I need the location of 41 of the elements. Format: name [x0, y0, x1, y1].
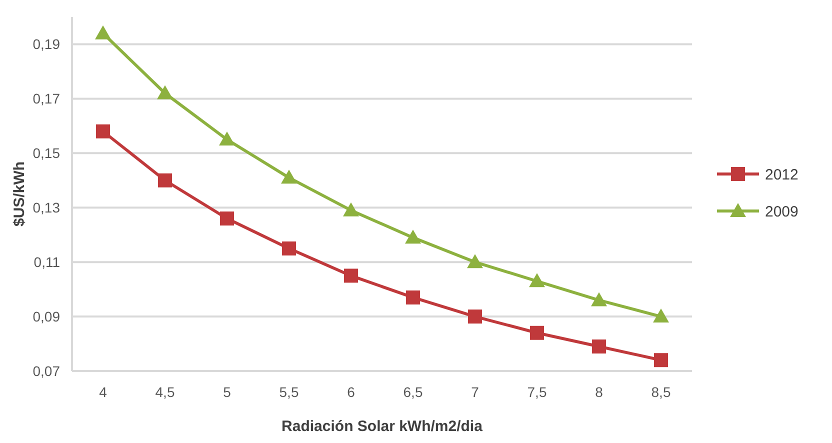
point	[96, 124, 110, 138]
x-tick-label: 8	[595, 384, 604, 400]
point	[157, 85, 173, 100]
x-axis-title: Radiación Solar kWh/m2/dia	[282, 418, 484, 435]
x-tick-label: 4	[99, 384, 108, 400]
x-tick-label: 7,5	[527, 384, 547, 400]
point	[220, 212, 234, 226]
point	[95, 25, 111, 40]
y-tick-label: 0,15	[32, 145, 60, 162]
point	[530, 326, 544, 340]
x-tick-label: 6	[347, 384, 356, 400]
point	[406, 290, 420, 304]
point	[529, 273, 545, 288]
legend-label: 2012	[765, 166, 798, 184]
point	[592, 339, 606, 354]
x-tick-label: 5,5	[279, 384, 299, 400]
point	[344, 268, 358, 283]
x-tick-label: 5	[223, 384, 232, 400]
y-tick-label: 0,17	[32, 90, 60, 107]
point	[591, 292, 607, 306]
x-tick-label: 7	[471, 384, 480, 400]
point	[405, 230, 421, 244]
point	[468, 310, 482, 324]
x-tick-label: 6,5	[403, 384, 423, 400]
y-tick-label: 0,11	[34, 254, 60, 270]
point	[654, 353, 668, 368]
point	[158, 173, 172, 188]
y-tick-label: 0,13	[32, 200, 60, 216]
point	[281, 170, 297, 184]
x-tick-label: 8,5	[651, 384, 671, 400]
point	[343, 202, 359, 216]
y-tick-label: 0,09	[32, 308, 60, 324]
x-tick-label: 4,5	[155, 384, 175, 400]
point	[219, 132, 235, 146]
y-tick-label: 0,07	[32, 362, 60, 379]
y-tick-label: 0,19	[32, 36, 60, 52]
legend-label: 2009	[765, 203, 798, 220]
point	[653, 308, 669, 323]
point	[282, 241, 296, 256]
point	[467, 254, 483, 268]
y-axis-title: $US/kWh	[11, 161, 28, 227]
